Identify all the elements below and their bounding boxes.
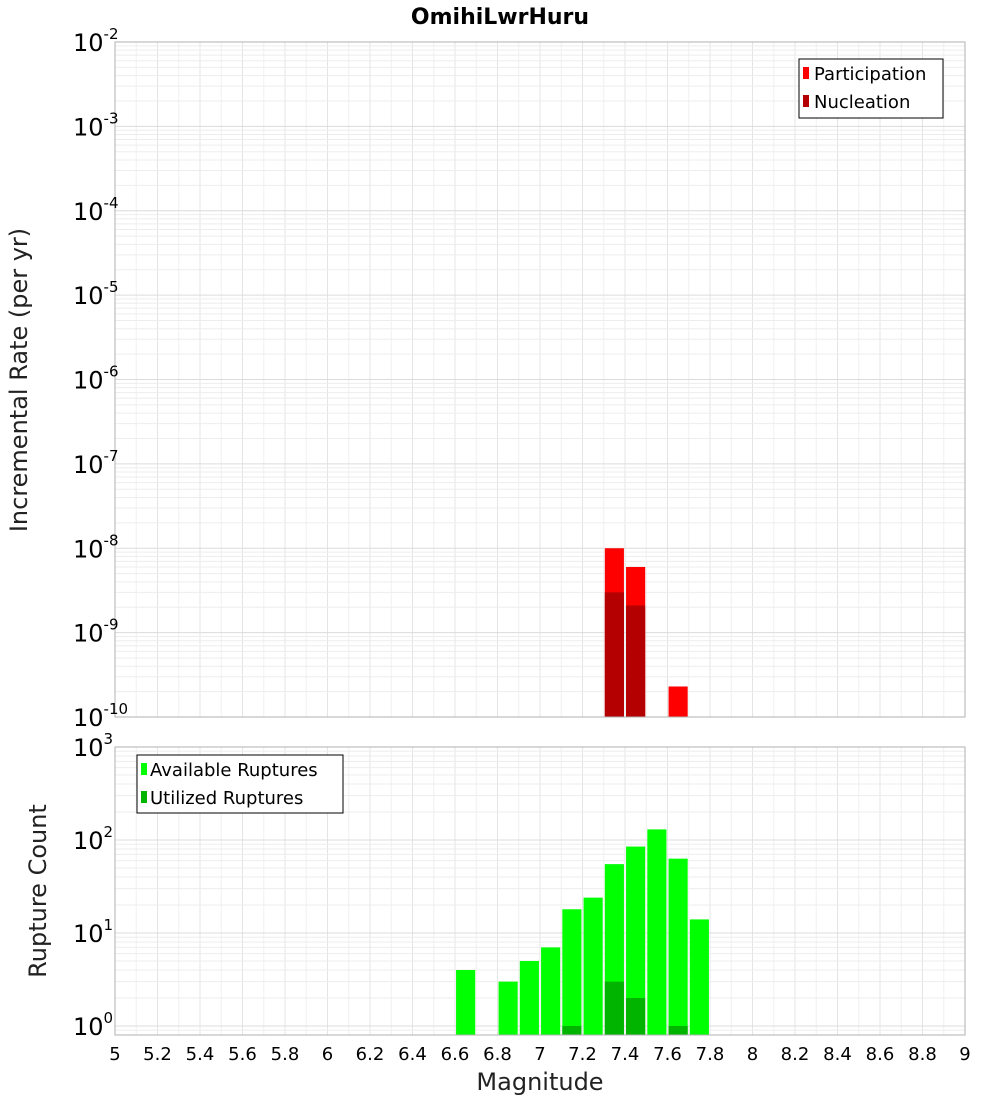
x-tick-label: 7.2 [568, 1044, 597, 1065]
count-y-tick-label: 100 [73, 1009, 113, 1041]
rate-y-tick-label: 10-3 [73, 109, 119, 141]
rate-y-ticks: 10-10 10-9 10-8 10-7 10-6 10-5 10-4 10-3 10-2 [73, 25, 128, 732]
count-bar-available-ruptures [583, 897, 603, 1035]
count-bar-available-ruptures [689, 919, 709, 1035]
x-tick-label: 6.6 [441, 1044, 470, 1065]
x-tick-label: 8.2 [781, 1044, 810, 1065]
count-bar-available-ruptures [498, 981, 518, 1035]
rate-bar-nucleation [604, 592, 624, 717]
x-tick-label: 7.8 [696, 1044, 725, 1065]
x-tick-label: 7.4 [611, 1044, 640, 1065]
count-bar-available-ruptures [647, 829, 667, 1035]
rate-y-tick-label: 10-10 [73, 700, 128, 732]
x-tick-label: 7 [534, 1044, 545, 1065]
count-bar-utilized-ruptures [668, 1025, 688, 1035]
count-bar-available-ruptures [562, 909, 582, 1035]
count-legend: Available Ruptures Utilized Ruptures [136, 754, 344, 814]
rate-y-tick-label: 10-2 [73, 25, 119, 57]
rate-legend: Participation Nucleation [798, 58, 944, 119]
legend-label-available: Available Ruptures [150, 760, 318, 781]
x-tick-label: 5.6 [228, 1044, 257, 1065]
x-tick-label: 8.4 [823, 1044, 852, 1065]
rate-y-tick-label: 10-7 [73, 447, 119, 479]
count-bar-available-ruptures [626, 846, 646, 1035]
rate-panel: 10-10 10-9 10-8 10-7 10-6 10-5 10-4 10-3 10-2 In… [5, 25, 966, 732]
count-y-tick-label: 102 [73, 823, 113, 855]
legend-swatch-utilized [141, 791, 147, 803]
x-tick-label: 5.2 [143, 1044, 172, 1065]
count-bar-available-ruptures [456, 969, 476, 1035]
legend-swatch-available [141, 763, 147, 775]
count-plot-border [114, 746, 966, 1036]
count-panel: 100 101 102 103 5 5.2 5.4 5.6 5.8 6 6.2 6.4 6.6 6.8 7… [24, 730, 971, 1096]
rate-legend-box [798, 58, 944, 119]
legend-label-participation: Participation [814, 64, 926, 85]
rate-y-tick-label: 10-6 [73, 363, 119, 395]
count-bar-utilized-ruptures [604, 981, 624, 1035]
count-y-tick-label: 103 [73, 730, 113, 762]
count-bar-available-ruptures [541, 947, 561, 1035]
rate-bar-participation [668, 686, 688, 717]
x-tick-label: 8.8 [908, 1044, 937, 1065]
x-axis-label: Magnitude [476, 1068, 603, 1096]
x-tick-label: 6.2 [356, 1044, 385, 1065]
rate-y-axis-label: Incremental Rate (per yr) [5, 228, 33, 532]
rate-y-tick-label: 10-8 [73, 531, 119, 563]
count-bar-utilized-ruptures [626, 997, 646, 1035]
x-tick-label: 5 [109, 1044, 120, 1065]
rate-bar-nucleation [626, 605, 646, 717]
legend-label-utilized: Utilized Ruptures [150, 788, 303, 809]
count-bars [456, 829, 709, 1035]
count-bar-utilized-ruptures [562, 1025, 582, 1035]
x-tick-label: 8 [747, 1044, 758, 1065]
chart-title: OmihiLwrHuru [411, 5, 589, 30]
x-tick-label: 6.4 [398, 1044, 427, 1065]
x-tick-label: 8.6 [866, 1044, 895, 1065]
rate-y-tick-label: 10-4 [73, 194, 119, 226]
count-y-axis-label: Rupture Count [24, 804, 52, 978]
count-legend-box [136, 754, 344, 814]
x-tick-labels: 5 5.2 5.4 5.6 5.8 6 6.2 6.4 6.6 6.8 7 7.2 7.4 7.6 7.8 8… [109, 1044, 970, 1065]
x-tick-label: 5.4 [186, 1044, 215, 1065]
x-tick-label: 5.8 [271, 1044, 300, 1065]
rate-bars [604, 548, 688, 717]
rate-y-tick-label: 10-9 [73, 616, 119, 648]
legend-label-nucleation: Nucleation [814, 92, 910, 113]
legend-swatch-nucleation [803, 95, 809, 107]
count-y-ticks: 100 101 102 103 [73, 730, 113, 1041]
count-bar-available-ruptures [519, 960, 539, 1035]
x-tick-label: 6 [322, 1044, 333, 1065]
legend-swatch-participation [803, 67, 809, 79]
rate-y-tick-label: 10-5 [73, 278, 119, 310]
rate-plot-border [114, 41, 966, 718]
x-tick-label: 6.8 [483, 1044, 512, 1065]
rate-grid [114, 42, 966, 718]
count-bar-available-ruptures [668, 858, 688, 1035]
count-y-tick-label: 101 [73, 916, 113, 948]
x-tick-label: 7.6 [653, 1044, 682, 1065]
x-tick-label: 9 [959, 1044, 970, 1065]
